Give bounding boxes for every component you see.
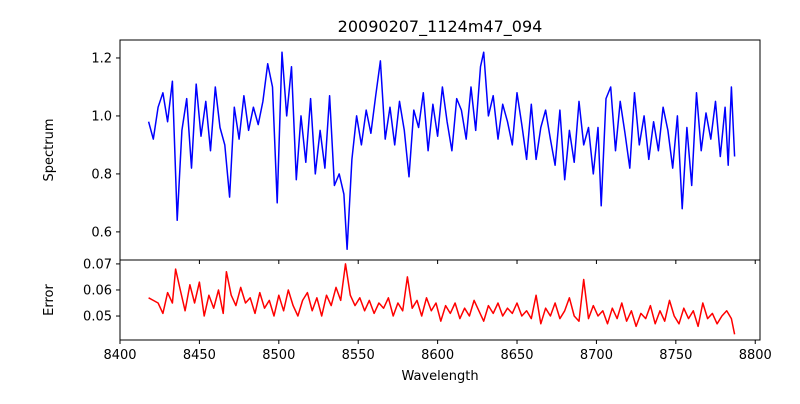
x-tick-label: 8800 bbox=[739, 348, 772, 363]
x-tick-label: 8700 bbox=[580, 348, 613, 363]
error-y-tick-label: 0.07 bbox=[83, 257, 112, 272]
x-axis-label: Wavelength bbox=[401, 369, 478, 384]
error-y-tick-label: 0.05 bbox=[83, 310, 112, 325]
spectrum-y-tick-label: 1.0 bbox=[91, 109, 112, 124]
x-tick-label: 8550 bbox=[342, 348, 375, 363]
spectrum-y-tick-label: 1.2 bbox=[91, 51, 112, 66]
x-tick-label: 8500 bbox=[262, 348, 295, 363]
y-axis-label-error: Error bbox=[42, 284, 57, 316]
spectrum-y-tick-label: 0.6 bbox=[91, 225, 112, 240]
spectrum-y-tick-label: 0.8 bbox=[91, 167, 112, 182]
y-axis-label-spectrum: Spectrum bbox=[42, 119, 57, 182]
error-y-tick-label: 0.06 bbox=[83, 283, 112, 298]
spectrum-axes-frame bbox=[119, 39, 761, 261]
spectrum-series-line bbox=[147, 51, 736, 251]
x-tick-label: 8400 bbox=[103, 348, 136, 363]
error-axes-frame bbox=[119, 259, 761, 341]
x-tick-label: 8650 bbox=[500, 348, 533, 363]
chart-title: 20090207_1124m47_094 bbox=[338, 17, 543, 37]
x-tick-label: 8750 bbox=[659, 348, 692, 363]
x-tick-label: 8600 bbox=[421, 348, 454, 363]
x-tick-label: 8450 bbox=[183, 348, 216, 363]
error-series-line bbox=[148, 263, 736, 335]
